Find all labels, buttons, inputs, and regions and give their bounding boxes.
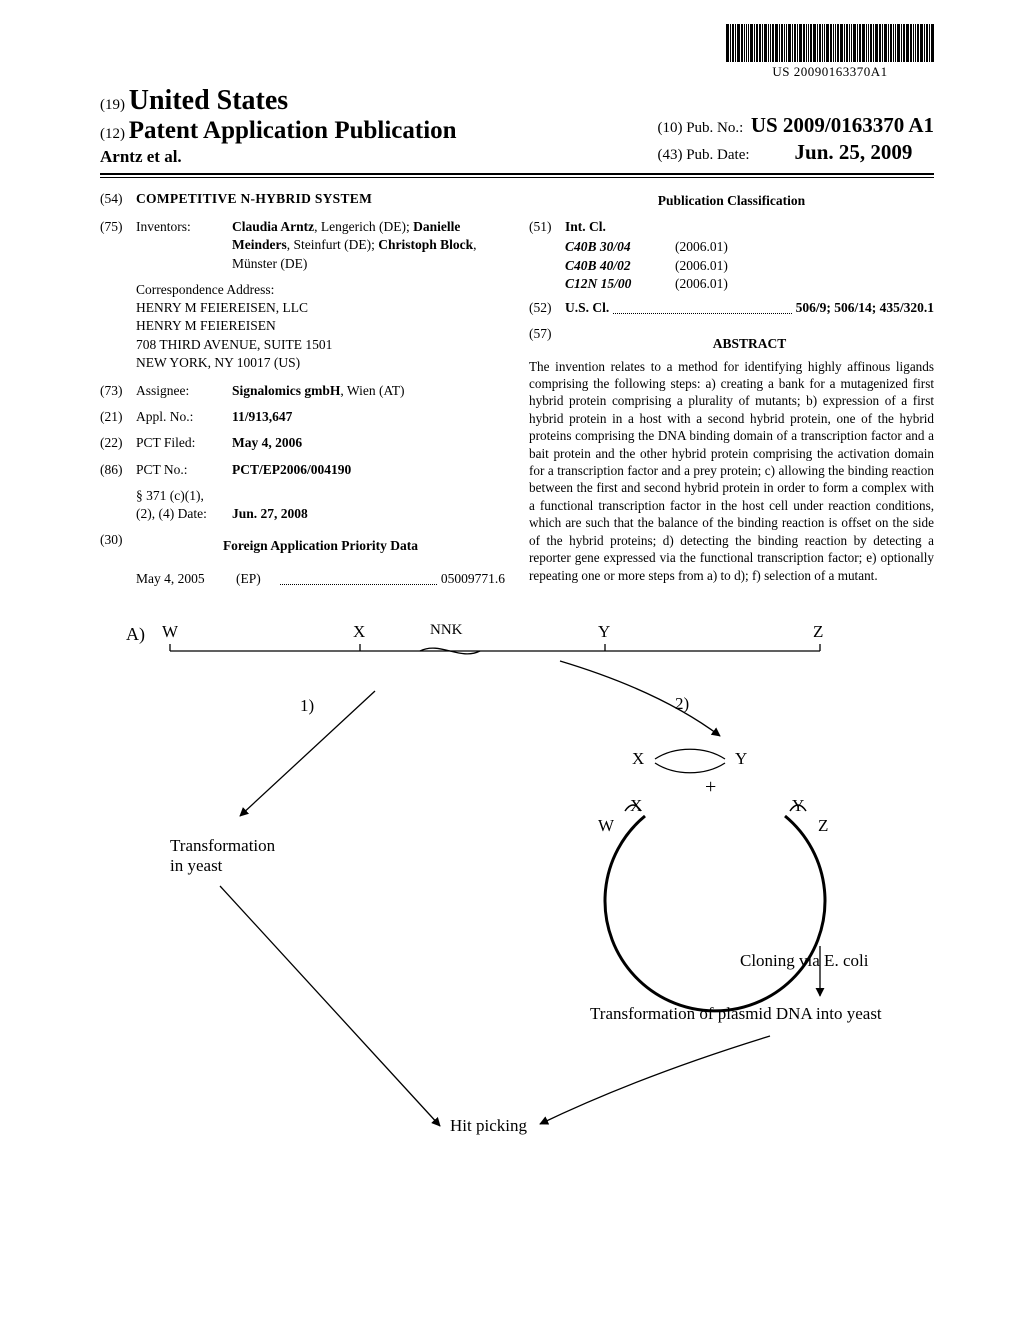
assignee-value: Signalomics gmbH, Wien (AT) <box>232 382 505 400</box>
applno-value: 11/913,647 <box>232 408 505 426</box>
fig-transform-plasmid: Transformation of plasmid DNA into yeast <box>590 1004 882 1024</box>
s371-value: Jun. 27, 2008 <box>232 505 505 523</box>
fig-label-x2: X <box>632 749 644 769</box>
applno-label: Appl. No.: <box>136 408 232 426</box>
corr-line3: 708 THIRD AVENUE, SUITE 1501 <box>136 336 505 354</box>
leader-dots <box>280 570 437 585</box>
rule-thick <box>100 173 934 175</box>
foreign-country: (EP) <box>236 570 276 588</box>
fig-label-z2: Z <box>818 816 828 836</box>
barcode-block: US 20090163370A1 <box>100 24 934 81</box>
country-line: (19) United States <box>100 85 457 117</box>
fig-label-y: Y <box>598 622 610 642</box>
abstract-code: (57) <box>529 325 565 357</box>
abstract-text: The invention relates to a method for id… <box>529 358 934 584</box>
pctfiled-label: PCT Filed: <box>136 434 232 452</box>
corr-line4: NEW YORK, NY 10017 (US) <box>136 354 505 372</box>
fig-label-w: W <box>162 622 178 642</box>
assignee-code: (73) <box>100 382 136 400</box>
inventors-code: (75) <box>100 218 136 273</box>
corr-label: Correspondence Address: <box>136 281 505 299</box>
fig-label-1: 1) <box>300 696 314 716</box>
corr-line1: HENRY M FEIEREISEN, LLC <box>136 299 505 317</box>
pctno-label: PCT No.: <box>136 461 232 479</box>
uscl-row: U.S. Cl. 506/9; 506/14; 435/320.1 <box>565 299 934 317</box>
pub-date: (43) Pub. Date: Jun. 25, 2009 <box>657 140 934 165</box>
inventors-value: Claudia Arntz, Lengerich (DE); Danielle … <box>232 218 505 273</box>
fig-label-y3: Y <box>792 796 804 816</box>
foreign-code: (30) <box>100 531 136 561</box>
fig-label-z: Z <box>813 622 823 642</box>
fig-label-plus: + <box>705 776 716 799</box>
pub-no: (10) Pub. No.: US 2009/0163370 A1 <box>657 113 934 138</box>
intcl-row: C40B 30/04(2006.01) <box>565 238 934 256</box>
applno-code: (21) <box>100 408 136 426</box>
rule-thin <box>100 177 934 178</box>
doc-type-line: (12) Patent Application Publication <box>100 117 457 145</box>
fig-label-a: A) <box>126 624 145 645</box>
intcl-label: Int. Cl. <box>565 219 606 234</box>
assignee-label: Assignee: <box>136 382 232 400</box>
fig-label-w2: W <box>598 816 614 836</box>
fig-label-y2: Y <box>735 749 747 769</box>
foreign-heading: Foreign Application Priority Data <box>136 537 505 555</box>
authors: Arntz et al. <box>100 147 457 167</box>
pctno-value: PCT/EP2006/004190 <box>232 461 505 479</box>
barcode-bars <box>726 24 934 62</box>
abstract-heading: ABSTRACT <box>565 335 934 353</box>
fig-label-nnk: NNK <box>430 622 463 639</box>
fig-label-2: 2) <box>675 694 689 714</box>
fig-transform-yeast: Transformation in yeast <box>170 836 275 876</box>
pubclass-heading: Publication Classification <box>529 192 934 210</box>
intcl-rows: C40B 30/04(2006.01)C40B 40/02(2006.01)C1… <box>565 238 934 293</box>
corr-line2: HENRY M FEIEREISEN <box>136 317 505 335</box>
invention-title: COMPETITIVE N-HYBRID SYSTEM <box>136 190 505 208</box>
pctno-code: (86) <box>100 461 136 479</box>
foreign-number: 05009771.6 <box>441 570 505 588</box>
intcl-row: C12N 15/00(2006.01) <box>565 275 934 293</box>
fig-label-x3: X <box>630 796 642 816</box>
intcl-row: C40B 40/02(2006.01) <box>565 257 934 275</box>
fig-hit-picking: Hit picking <box>450 1116 527 1136</box>
pctfiled-code: (22) <box>100 434 136 452</box>
title-code: (54) <box>100 190 136 208</box>
pctfiled-value: May 4, 2006 <box>232 434 505 452</box>
inventors-label: Inventors: <box>136 218 232 273</box>
fig-label-x: X <box>353 622 365 642</box>
s371-label: § 371 (c)(1), (2), (4) Date: <box>136 487 232 523</box>
uscl-code: (52) <box>529 299 565 317</box>
intcl-code: (51) <box>529 218 565 236</box>
barcode-text: US 20090163370A1 <box>726 64 934 80</box>
fig-cloning: Cloning via E. coli <box>740 951 868 971</box>
figure-a: A) W X Y Z NNK 1) 2) X Y + X Y W Z Trans… <box>100 616 934 1176</box>
foreign-date: May 4, 2005 <box>136 570 236 588</box>
